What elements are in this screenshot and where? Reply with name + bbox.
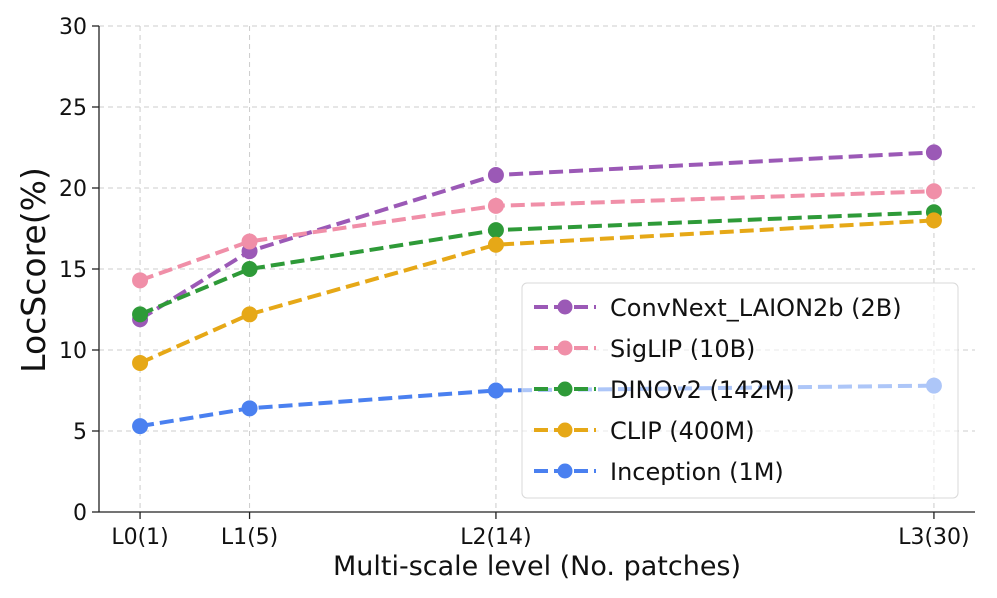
y-tick-label: 30	[59, 15, 87, 40]
series-siglip	[132, 183, 942, 289]
x-tick-label: L1(5)	[221, 525, 278, 550]
legend-label: CLIP (400M)	[610, 417, 755, 445]
x-tick-label: L0(1)	[111, 525, 168, 550]
legend-swatch-marker	[557, 422, 573, 438]
data-point	[132, 418, 149, 435]
y-tick-label: 5	[73, 420, 87, 445]
data-point	[132, 272, 149, 289]
y-axis-title: LocScore(%)	[14, 167, 53, 373]
data-point	[241, 400, 258, 417]
data-point	[241, 233, 258, 250]
data-point	[487, 382, 504, 399]
y-tick-label: 10	[59, 339, 87, 364]
data-point	[241, 261, 258, 277]
legend-swatch-marker	[557, 340, 573, 356]
legend-swatch-marker	[557, 381, 573, 397]
series-layer	[132, 144, 942, 435]
legend-box	[521, 282, 959, 499]
legend-label: Inception (1M)	[610, 458, 784, 486]
series-line	[139, 150, 935, 321]
legend-label: ConvNext_LAION2b (2B)	[610, 294, 902, 322]
series-line	[139, 210, 935, 317]
x-tick-label: L3(30)	[898, 525, 969, 550]
legend-label: DINOv2 (142M)	[610, 376, 795, 404]
y-tick-label: 0	[73, 501, 87, 526]
series-line	[139, 189, 935, 283]
data-point	[132, 306, 149, 323]
x-tick-label: L2(14)	[460, 525, 531, 550]
y-tick-label: 25	[59, 96, 87, 121]
data-point	[487, 236, 504, 253]
series-line	[139, 218, 935, 365]
legend-swatch-marker	[557, 463, 573, 479]
legend-label: SigLIP (10B)	[610, 335, 755, 363]
x-axis-title: Multi-scale level (No. patches)	[333, 551, 741, 582]
y-tick-label: 15	[59, 258, 87, 283]
legend-swatch-marker	[557, 299, 573, 315]
legend: ConvNext_LAION2b (2B) SigLIP (10B) DINOv2 …	[521, 282, 959, 499]
data-point	[925, 212, 942, 229]
data-point	[487, 222, 504, 239]
data-point	[241, 306, 258, 323]
data-point	[925, 183, 942, 200]
axes-layer: 0 5 10 15 20 25 30 L0(1) L1(5) L2(14) L3(30)	[59, 15, 975, 550]
data-point	[487, 197, 504, 214]
data-point	[925, 144, 942, 161]
data-point	[132, 354, 149, 371]
series-clip	[132, 212, 942, 371]
data-point	[487, 167, 504, 184]
y-tick-label: 20	[59, 177, 87, 202]
